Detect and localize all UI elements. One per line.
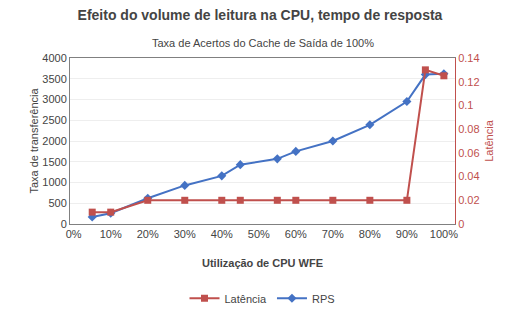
svg-text:40%: 40% — [211, 228, 233, 240]
svg-text:10%: 10% — [100, 228, 122, 240]
svg-text:Taxa de Acertos do Cache de Sa: Taxa de Acertos do Cache de Saída de 100… — [152, 37, 374, 49]
svg-text:20%: 20% — [137, 228, 159, 240]
svg-text:60%: 60% — [285, 228, 307, 240]
svg-text:4000: 4000 — [42, 52, 66, 64]
svg-text:0.1: 0.1 — [458, 99, 473, 111]
svg-text:70%: 70% — [322, 228, 344, 240]
svg-text:2500: 2500 — [42, 114, 66, 126]
svg-text:0.02: 0.02 — [458, 194, 479, 206]
svg-text:0.08: 0.08 — [458, 123, 479, 135]
svg-text:1500: 1500 — [42, 156, 66, 168]
svg-text:100%: 100% — [430, 228, 458, 240]
svg-text:500: 500 — [48, 197, 66, 209]
svg-text:Utilização de CPU WFE: Utilização de CPU WFE — [202, 257, 323, 269]
svg-text:30%: 30% — [174, 228, 196, 240]
svg-text:0: 0 — [458, 218, 464, 230]
svg-text:1000: 1000 — [42, 176, 66, 188]
svg-text:50%: 50% — [248, 228, 270, 240]
svg-text:0%: 0% — [66, 228, 82, 240]
svg-text:0.12: 0.12 — [458, 76, 479, 88]
svg-text:Latência: Latência — [225, 293, 267, 305]
svg-text:3000: 3000 — [42, 93, 66, 105]
svg-text:RPS: RPS — [312, 293, 335, 305]
svg-text:Latência: Latência — [483, 119, 495, 161]
svg-text:80%: 80% — [359, 228, 381, 240]
svg-text:Taxa de transferência: Taxa de transferência — [28, 88, 40, 194]
svg-text:3500: 3500 — [42, 73, 66, 85]
svg-text:0.14: 0.14 — [458, 52, 479, 64]
svg-text:0.04: 0.04 — [458, 170, 479, 182]
svg-text:0: 0 — [61, 218, 67, 230]
svg-text:2000: 2000 — [42, 135, 66, 147]
svg-text:0.06: 0.06 — [458, 147, 479, 159]
svg-text:90%: 90% — [396, 228, 418, 240]
svg-text:Efeito do volume de leitura na: Efeito do volume de leitura na CPU, temp… — [78, 7, 443, 23]
